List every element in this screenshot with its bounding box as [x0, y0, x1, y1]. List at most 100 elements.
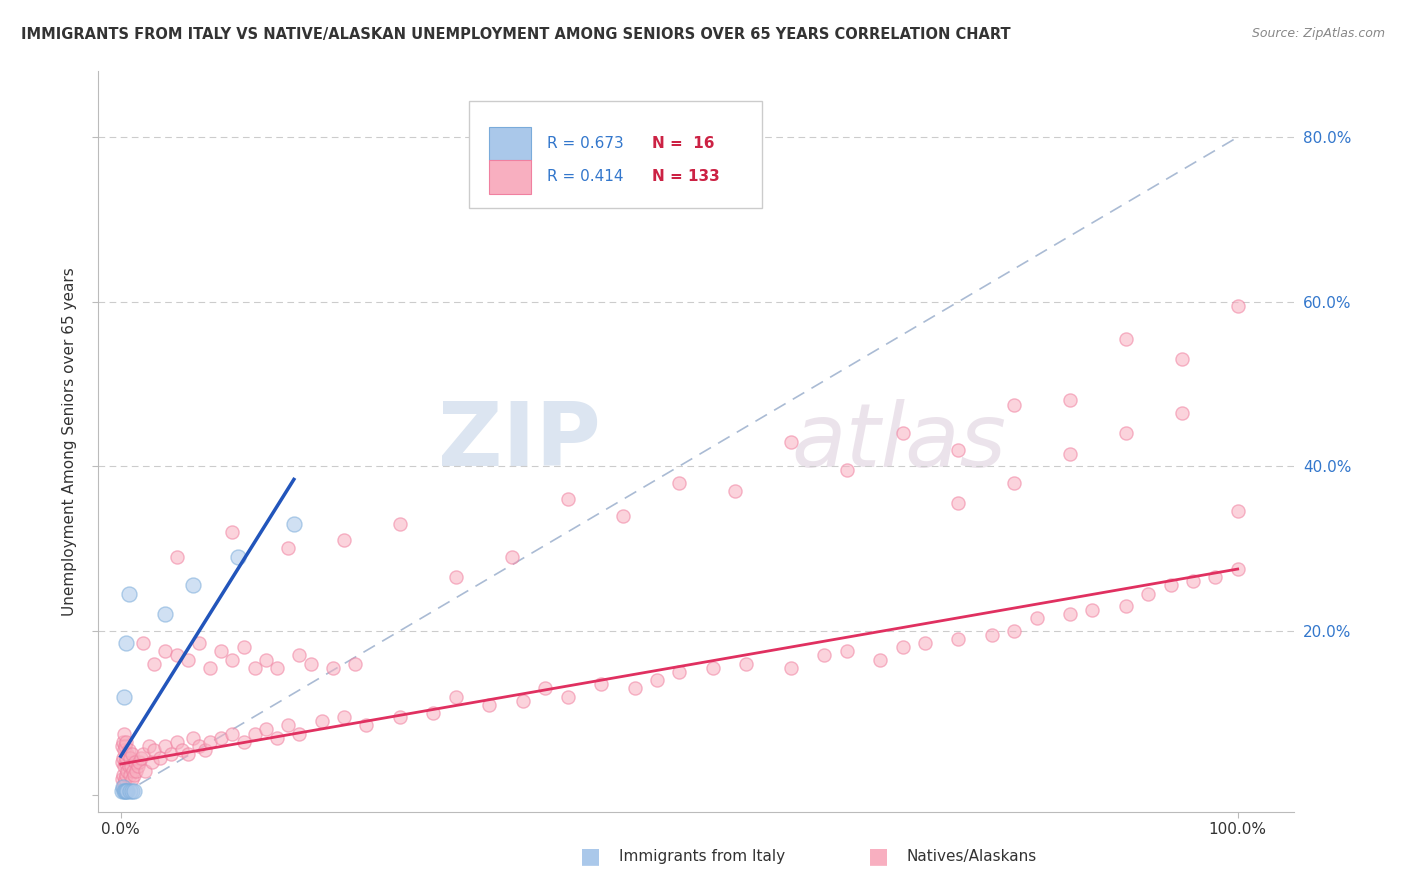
Point	[115, 636, 138, 650]
Point	[187, 739, 209, 753]
Point	[115, 735, 138, 749]
Point	[1115, 426, 1137, 441]
Point	[166, 735, 188, 749]
Point	[132, 636, 155, 650]
Point	[333, 533, 356, 548]
Point	[1059, 393, 1081, 408]
Text: IMMIGRANTS FROM ITALY VS NATIVE/ALASKAN UNEMPLOYMENT AMONG SENIORS OVER 65 YEARS: IMMIGRANTS FROM ITALY VS NATIVE/ALASKAN …	[21, 27, 1011, 42]
Point	[1059, 447, 1081, 461]
Point	[702, 661, 724, 675]
Point	[155, 644, 177, 658]
Point	[1182, 574, 1205, 589]
Point	[835, 644, 858, 658]
Point	[1226, 562, 1249, 576]
Point	[1137, 587, 1160, 601]
Point	[160, 747, 183, 761]
Point	[193, 743, 215, 757]
Point	[266, 731, 288, 745]
Point	[187, 636, 209, 650]
Point	[166, 648, 188, 663]
Point	[1226, 299, 1249, 313]
Point	[232, 640, 254, 655]
Point	[209, 731, 232, 745]
Point	[512, 694, 534, 708]
Point	[288, 726, 311, 740]
Point	[177, 652, 200, 666]
Point	[1171, 352, 1194, 367]
Point	[277, 541, 299, 556]
Point	[891, 640, 914, 655]
Point	[117, 784, 139, 798]
Point	[322, 661, 344, 675]
Point	[299, 657, 322, 671]
Point	[118, 751, 141, 765]
Point	[501, 549, 523, 564]
Text: ZIP: ZIP	[437, 398, 600, 485]
Point	[668, 475, 690, 490]
Text: ■: ■	[581, 847, 600, 866]
Point	[388, 710, 411, 724]
Point	[209, 644, 232, 658]
Text: N = 133: N = 133	[652, 169, 720, 185]
Point	[724, 483, 747, 498]
Point	[1002, 475, 1025, 490]
Point	[121, 747, 143, 761]
Point	[232, 735, 254, 749]
Point	[111, 767, 134, 781]
Bar	[489, 161, 531, 194]
Point	[117, 587, 139, 601]
Point	[111, 784, 134, 798]
Point	[134, 764, 156, 778]
Point	[444, 570, 467, 584]
Point	[172, 743, 194, 757]
Point	[117, 759, 139, 773]
Point	[121, 784, 143, 798]
Point	[948, 496, 970, 510]
Point	[111, 735, 134, 749]
Bar	[489, 127, 531, 161]
Point	[981, 628, 1004, 642]
Point	[117, 747, 139, 761]
Point	[388, 516, 411, 531]
Point	[780, 434, 803, 449]
Point	[1204, 570, 1226, 584]
Point	[112, 743, 135, 757]
Point	[112, 726, 135, 740]
Point	[1025, 611, 1047, 625]
Point	[155, 607, 177, 622]
Point	[121, 772, 143, 786]
Point	[1115, 599, 1137, 613]
Text: ■: ■	[869, 847, 889, 866]
Point	[589, 677, 612, 691]
Point	[311, 714, 333, 729]
Point	[141, 756, 163, 770]
Point	[138, 739, 160, 753]
Point	[114, 739, 136, 753]
Point	[221, 652, 243, 666]
Point	[623, 681, 645, 696]
Point	[444, 690, 467, 704]
Point	[183, 731, 205, 745]
Point	[534, 681, 557, 696]
Text: atlas: atlas	[792, 399, 1007, 484]
Point	[1171, 406, 1194, 420]
Point	[1115, 332, 1137, 346]
Text: N =  16: N = 16	[652, 136, 714, 151]
Point	[356, 718, 378, 732]
Point	[221, 524, 243, 539]
Point	[129, 751, 152, 765]
Point	[478, 698, 501, 712]
Point	[226, 549, 249, 564]
Point	[333, 710, 356, 724]
Point	[115, 767, 138, 781]
Point	[557, 492, 579, 507]
Text: R = 0.414: R = 0.414	[547, 169, 623, 185]
Point	[132, 747, 155, 761]
Point	[149, 751, 172, 765]
FancyBboxPatch shape	[470, 101, 762, 209]
Point	[869, 652, 891, 666]
Point	[735, 657, 758, 671]
Point	[122, 784, 145, 798]
Point	[112, 759, 135, 773]
Point	[254, 723, 277, 737]
